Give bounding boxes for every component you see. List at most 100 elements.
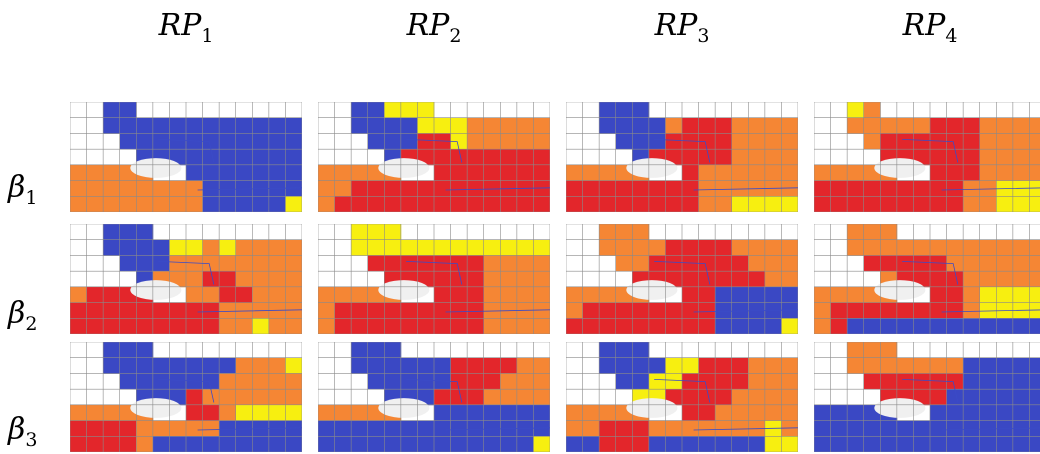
map-cell: [781, 302, 798, 319]
map-cell: [913, 180, 931, 197]
map-cell: [252, 271, 270, 288]
map-cell: [119, 357, 137, 374]
map-cell: [285, 318, 302, 334]
map-cell: [979, 404, 997, 421]
map-cell: [632, 180, 650, 197]
map-cell: [533, 239, 550, 256]
map-cell: [334, 404, 352, 421]
map-cell: [698, 239, 716, 256]
map-cell: [533, 302, 550, 319]
map-cell: [930, 436, 947, 452]
map-cell: [913, 133, 931, 150]
row-label-beta2: β2: [8, 296, 38, 335]
map-cell: [351, 196, 369, 212]
map-cell: [252, 373, 270, 390]
map-cell: [434, 255, 451, 272]
map-cell: [930, 117, 947, 134]
map-cell: [119, 133, 137, 150]
map-cell: [830, 404, 848, 421]
map-cell: [946, 133, 964, 150]
map-cell: [996, 286, 1014, 303]
map-cell: [963, 255, 981, 272]
map-cell: [682, 318, 699, 334]
map-cell: [748, 239, 766, 256]
map-cell: [318, 164, 335, 181]
map-cell: [500, 255, 518, 272]
map-cell: [119, 224, 137, 241]
map-cell: [715, 117, 733, 134]
map-cell: [814, 302, 831, 319]
map-cell: [252, 196, 270, 212]
map-cell: [384, 302, 402, 319]
map-cell: [450, 271, 468, 288]
map-cell: [285, 420, 302, 437]
map-cell: [880, 357, 898, 374]
map-cell: [830, 180, 848, 197]
map-cell: [219, 196, 237, 212]
map-cell: [252, 404, 270, 421]
map-cell: [814, 196, 831, 212]
map-cell: [202, 357, 220, 374]
map-panel-r2-c2: [318, 224, 550, 334]
map-cell: [219, 239, 237, 256]
map-cell: [715, 133, 733, 150]
map-cell: [698, 436, 716, 452]
map-cell: [467, 404, 485, 421]
map-cell: [450, 117, 468, 134]
map-cell: [235, 239, 253, 256]
map-cell: [516, 318, 534, 334]
map-cell: [682, 117, 699, 134]
map-cell: [351, 357, 369, 374]
map-cell: [698, 149, 716, 166]
map-cell: [1012, 164, 1030, 181]
map-cell: [169, 117, 187, 134]
map-cell: [979, 149, 997, 166]
bay-shape: [130, 280, 182, 300]
map-cell: [781, 133, 798, 150]
map-cell: [814, 420, 831, 437]
map-cell: [434, 302, 451, 319]
map-cell: [384, 102, 402, 119]
map-cell: [467, 389, 485, 406]
map-cell: [913, 436, 931, 452]
map-cell: [103, 286, 121, 303]
map-cell: [863, 357, 881, 374]
region-map: [814, 102, 1040, 212]
map-cell: [582, 286, 600, 303]
map-cell: [930, 180, 947, 197]
map-cell: [599, 404, 617, 421]
map-cell: [202, 286, 220, 303]
map-cell: [86, 196, 104, 212]
map-cell: [483, 286, 501, 303]
map-cell: [186, 436, 203, 452]
map-cell: [615, 102, 633, 119]
map-cell: [731, 239, 749, 256]
map-cell: [285, 389, 302, 406]
map-cell: [235, 117, 253, 134]
map-cell: [400, 302, 418, 319]
map-cell: [996, 133, 1014, 150]
map-cell: [715, 180, 733, 197]
map-cell: [715, 149, 733, 166]
map-cell: [599, 102, 617, 119]
map-cell: [318, 286, 335, 303]
map-cell: [979, 255, 997, 272]
map-cell: [896, 133, 914, 150]
map-cell: [896, 302, 914, 319]
map-cell: [698, 164, 716, 181]
map-cell: [417, 302, 435, 319]
map-cell: [500, 117, 518, 134]
map-cell: [483, 196, 501, 212]
map-cell: [417, 196, 435, 212]
map-cell: [467, 357, 485, 374]
map-cell: [632, 117, 650, 134]
map-cell: [648, 357, 666, 374]
map-cell: [318, 302, 335, 319]
map-panel-r1-c2: [318, 102, 550, 212]
map-cell: [781, 196, 798, 212]
map-cell: [235, 133, 253, 150]
map-cell: [318, 196, 335, 212]
map-cell: [946, 404, 964, 421]
map-cell: [930, 318, 947, 334]
map-cell: [136, 117, 154, 134]
